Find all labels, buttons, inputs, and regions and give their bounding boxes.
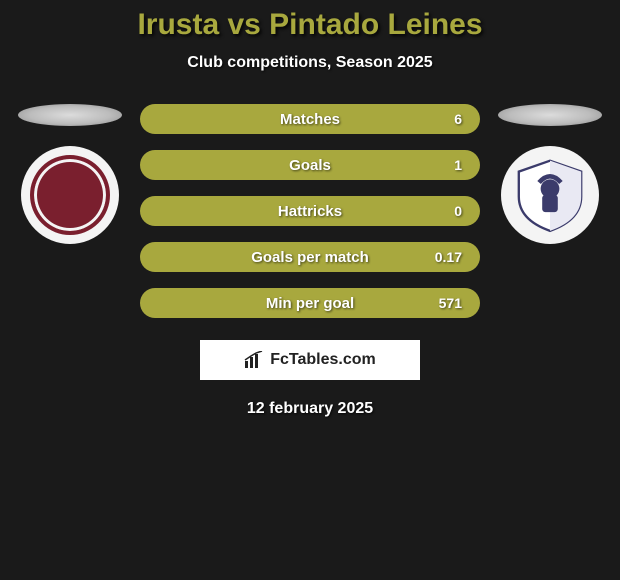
stat-bar-matches: Matches 6 bbox=[140, 104, 480, 134]
footer-date: 12 february 2025 bbox=[0, 400, 620, 418]
stat-label: Goals bbox=[289, 157, 331, 174]
stat-label: Matches bbox=[280, 111, 340, 128]
team-left bbox=[10, 104, 130, 244]
stat-bar-hattricks: Hattricks 0 bbox=[140, 196, 480, 226]
stat-right: 1 bbox=[422, 157, 462, 173]
platform-left bbox=[18, 104, 122, 126]
platform-right bbox=[498, 104, 602, 126]
stat-label: Goals per match bbox=[251, 249, 369, 266]
crest-left bbox=[21, 146, 119, 244]
stat-right: 571 bbox=[422, 295, 462, 311]
crest-right bbox=[501, 146, 599, 244]
stat-bar-goals: Goals 1 bbox=[140, 150, 480, 180]
stat-bars: Matches 6 Goals 1 Hattricks 0 Goals per … bbox=[130, 104, 490, 318]
page-title: Irusta vs Pintado Leines bbox=[0, 8, 620, 42]
stat-bar-mpg: Min per goal 571 bbox=[140, 288, 480, 318]
comparison-row: Matches 6 Goals 1 Hattricks 0 Goals per … bbox=[0, 104, 620, 318]
stat-right: 6 bbox=[422, 111, 462, 127]
team-right bbox=[490, 104, 610, 244]
crest-left-badge bbox=[30, 155, 110, 235]
branding-box[interactable]: FcTables.com bbox=[200, 340, 420, 380]
widget-root: Irusta vs Pintado Leines Club competitio… bbox=[0, 0, 620, 418]
stat-right: 0 bbox=[422, 203, 462, 219]
crest-right-svg bbox=[511, 156, 589, 234]
chart-icon bbox=[244, 351, 264, 369]
page-subtitle: Club competitions, Season 2025 bbox=[0, 54, 620, 72]
stat-label: Hattricks bbox=[278, 203, 342, 220]
stat-label: Min per goal bbox=[266, 295, 354, 312]
stat-bar-gpm: Goals per match 0.17 bbox=[140, 242, 480, 272]
branding-text: FcTables.com bbox=[270, 351, 376, 369]
stat-right: 0.17 bbox=[422, 249, 462, 265]
